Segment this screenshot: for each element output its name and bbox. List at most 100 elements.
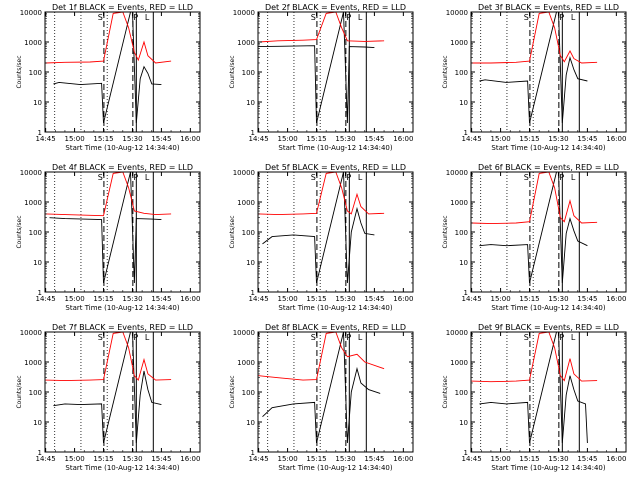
y-tick-label: 1: [464, 449, 468, 457]
y-tick-label: 10000: [446, 329, 468, 337]
series-line: [479, 11, 588, 124]
y-axis-label: Counts/sec: [442, 215, 449, 248]
x-tick-label: 15:45: [151, 295, 171, 303]
x-tick-label: 15:30: [548, 455, 568, 463]
chart-title: Det 3f BLACK = Events, RED = LLD: [478, 3, 619, 12]
x-tick-label: 15:15: [519, 455, 539, 463]
y-tick-label: 1000: [450, 39, 468, 47]
x-tick-label: 16:00: [180, 135, 200, 143]
y-tick-label: 10: [33, 419, 42, 427]
detector-panel: Det 1f BLACK = Events, RED = LLD S P L 1 10 10…: [0, 0, 213, 160]
x-tick-label: 15:15: [519, 295, 539, 303]
x-axis-label: Start Time (10-Aug-12 14:34:40): [65, 304, 179, 312]
x-tick-label: 16:00: [393, 295, 413, 303]
y-axis-label: Counts/sec: [16, 215, 23, 248]
y-tick-label: 10000: [20, 169, 42, 177]
x-tick-label: 15:00: [490, 135, 510, 143]
y-tick-label: 10000: [20, 329, 42, 337]
detector-panel: Det 5f BLACK = Events, RED = LLD S P L 1 10 10…: [213, 160, 426, 320]
y-tick-label: 100: [242, 389, 255, 397]
y-axis-label: Counts/sec: [16, 375, 23, 408]
x-tick-label: 15:30: [122, 295, 142, 303]
x-tick-label: 15:30: [548, 295, 568, 303]
marker-s: S: [311, 333, 316, 342]
x-tick-label: 15:15: [93, 135, 113, 143]
series-line: [262, 171, 375, 284]
x-tick-label: 14:45: [462, 135, 482, 143]
x-axis-label: Start Time (10-Aug-12 14:34:40): [491, 304, 605, 312]
detector-panel: Det 3f BLACK = Events, RED = LLD S P L 1 10 10…: [426, 0, 639, 160]
x-tick-label: 16:00: [180, 295, 200, 303]
chart-title: Det 7f BLACK = Events, RED = LLD: [52, 323, 193, 332]
x-tick-label: 16:00: [606, 135, 626, 143]
x-tick-label: 15:45: [577, 135, 597, 143]
y-tick-label: 10: [246, 259, 255, 267]
y-tick-label: 10: [246, 99, 255, 107]
series-line: [258, 11, 385, 43]
y-tick-label: 1000: [237, 39, 255, 47]
y-tick-label: 1: [464, 289, 468, 297]
marker-p: P: [346, 13, 351, 22]
chart-title: Det 8f BLACK = Events, RED = LLD: [265, 323, 406, 332]
marker-l: L: [358, 13, 363, 22]
x-tick-label: 15:30: [335, 295, 355, 303]
y-tick-label: 1: [38, 129, 42, 137]
x-tick-label: 15:00: [64, 455, 84, 463]
marker-s: S: [311, 13, 316, 22]
x-tick-label: 15:30: [122, 455, 142, 463]
x-tick-label: 15:00: [490, 295, 510, 303]
series-line: [479, 171, 588, 284]
plot-frame: [257, 331, 414, 453]
detector-panel: Det 6f BLACK = Events, RED = LLD S P L 1 10 10…: [426, 160, 639, 320]
x-tick-label: 15:15: [306, 455, 326, 463]
y-tick-label: 1: [464, 129, 468, 137]
series-line: [258, 171, 385, 216]
plot-frame: [470, 11, 627, 133]
y-tick-label: 10: [33, 259, 42, 267]
x-tick-label: 15:45: [151, 135, 171, 143]
marker-s: S: [524, 333, 529, 342]
x-tick-label: 15:45: [577, 455, 597, 463]
y-tick-label: 1000: [24, 39, 42, 47]
x-tick-label: 14:45: [462, 295, 482, 303]
series-line: [45, 171, 172, 217]
plot-frame: [470, 171, 627, 293]
y-tick-label: 10000: [20, 9, 42, 17]
y-tick-label: 1: [38, 289, 42, 297]
x-tick-label: 14:45: [249, 455, 269, 463]
y-tick-label: 10000: [233, 9, 255, 17]
plot-frame: [44, 331, 201, 453]
y-tick-label: 100: [455, 229, 468, 237]
plot-frame: [44, 11, 201, 133]
x-tick-label: 15:00: [277, 455, 297, 463]
marker-s: S: [524, 173, 529, 182]
x-tick-label: 14:45: [249, 135, 269, 143]
x-tick-label: 15:30: [122, 135, 142, 143]
detector-panel: Det 8f BLACK = Events, RED = LLD S P L 1 10 10…: [213, 320, 426, 480]
x-tick-label: 15:45: [151, 455, 171, 463]
chart-title: Det 1f BLACK = Events, RED = LLD: [52, 3, 193, 12]
plot-frame: [257, 11, 414, 133]
x-tick-label: 14:45: [249, 295, 269, 303]
y-tick-label: 10: [459, 99, 468, 107]
x-tick-label: 16:00: [606, 455, 626, 463]
y-axis-label: Counts/sec: [442, 375, 449, 408]
y-tick-label: 1: [38, 449, 42, 457]
y-axis-label: Counts/sec: [442, 55, 449, 88]
y-tick-label: 1000: [237, 359, 255, 367]
marker-l: L: [358, 173, 363, 182]
series-line: [45, 331, 172, 382]
marker-s: S: [524, 13, 529, 22]
marker-p: P: [346, 173, 351, 182]
y-tick-label: 10: [459, 259, 468, 267]
marker-s: S: [98, 13, 103, 22]
y-tick-label: 1: [251, 289, 255, 297]
series-line: [471, 11, 598, 64]
